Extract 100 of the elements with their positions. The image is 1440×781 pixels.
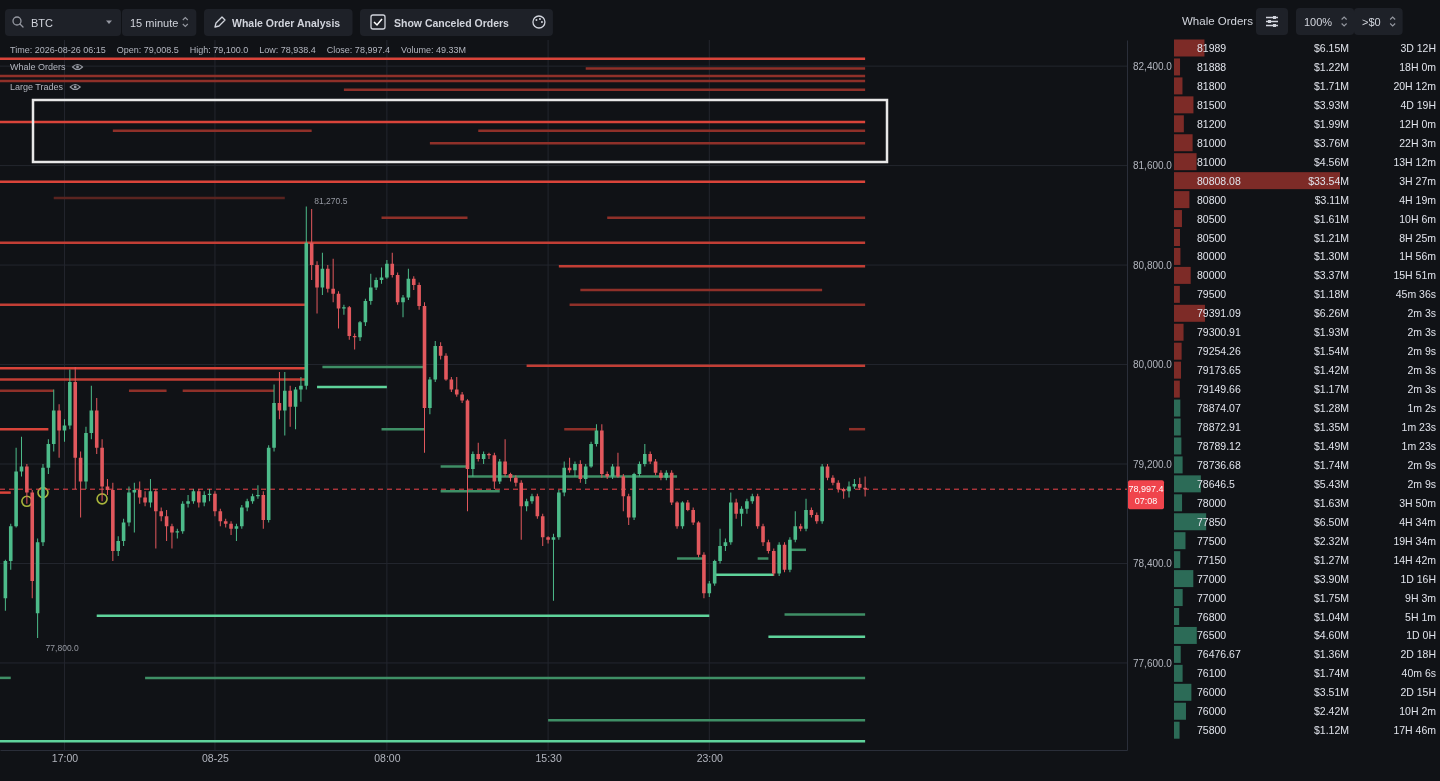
text: >$0 [1362, 15, 1381, 28]
y-tick-label: 81500 [1197, 98, 1227, 111]
data-label: $1.74M [1313, 458, 1349, 471]
bar [1174, 210, 1182, 228]
y-tick-label: 80800 [1197, 193, 1227, 206]
candlestick [245, 498, 249, 512]
data-label: $1.61M [1313, 212, 1349, 225]
y-tick-label: 80000 [1197, 269, 1227, 282]
text: 40m 6s [1401, 667, 1436, 680]
y-tick-label: 81000 [1197, 136, 1227, 149]
bar [1174, 664, 1183, 682]
data-label: $1.28M [1313, 402, 1349, 415]
bar [1174, 645, 1181, 663]
bar [1174, 608, 1180, 625]
y-tick-label: 78789.12 [1197, 439, 1241, 452]
x-tick-label: 08:00 [374, 752, 401, 765]
data-label: $1.71M [1313, 79, 1349, 92]
text: 3D 12H [1400, 42, 1436, 54]
data-label: $3.37M [1313, 269, 1349, 282]
candlestick [583, 464, 588, 484]
y-tick-label: 77150 [1197, 553, 1227, 566]
data-label: $33.54M [1308, 174, 1349, 187]
candlestick [460, 391, 464, 404]
data-label: $1.04M [1313, 610, 1349, 623]
text: 13H 12m [1393, 155, 1437, 168]
data-label: $1.74M [1313, 667, 1349, 680]
chart-title: Whale Orders [1182, 15, 1254, 27]
data-label: $3.90M [1313, 572, 1349, 585]
text: 20H 12m [1393, 79, 1437, 92]
candlestick [154, 488, 158, 549]
data-label: $3.76M [1313, 136, 1349, 149]
data-label: $2.32M [1313, 534, 1349, 547]
candlestick [454, 376, 459, 397]
candlestick [793, 511, 798, 543]
text: 1D 16H [1400, 572, 1436, 585]
data-label: $1.17M [1313, 383, 1349, 396]
y-tick-label: 76476.67 [1197, 648, 1241, 661]
annotation: Large Trades [10, 82, 64, 92]
candlestick [648, 451, 652, 465]
y-tick-label: 76000 [1197, 705, 1227, 718]
text: 9H 3m [1405, 591, 1437, 604]
text: 45m 36s [1395, 288, 1436, 301]
data-label: $1.27M [1313, 553, 1349, 566]
bar [1174, 361, 1182, 379]
y-tick-label: 76000 [1197, 686, 1227, 699]
candlestick [342, 304, 346, 315]
text: 12H 0m [1399, 117, 1437, 130]
text: Whale Order Analysis [232, 16, 341, 29]
y-tick-label: 76800 [1197, 610, 1227, 623]
y-tick-label: 78874.07 [1197, 402, 1241, 415]
x-tick-label: 15:30 [535, 752, 562, 765]
data-label: $2.42M [1313, 705, 1349, 718]
text: 17H 46m [1393, 724, 1437, 737]
text: 2m 3s [1407, 383, 1436, 396]
text: 15 minute [130, 16, 179, 29]
bar [1174, 626, 1197, 644]
annotation: Volume: 49.33M [400, 45, 466, 55]
y-tick-label: 80000 [1197, 250, 1227, 263]
y-tick-label: 79149.66 [1197, 383, 1241, 396]
data-label: $3.51M [1313, 686, 1349, 699]
bar [1174, 323, 1184, 341]
y-tick-label: 75800 [1197, 724, 1227, 737]
y-tick-label: 81888 [1197, 60, 1227, 73]
bar [1174, 399, 1181, 417]
data-label: $6.15M [1313, 42, 1349, 54]
text: 2m 3s [1407, 364, 1436, 377]
candlestick [282, 372, 287, 436]
text: BTC [31, 16, 54, 29]
data-label: $1.93M [1313, 326, 1349, 339]
bar [1174, 551, 1181, 569]
candlestick [804, 498, 808, 532]
data-label: $1.42M [1313, 364, 1349, 377]
candlestick [256, 485, 260, 499]
text: 2m 3s [1407, 307, 1436, 320]
annotation: 81,270.5 [314, 195, 348, 206]
y-tick-label: 81800 [1197, 79, 1227, 92]
bar [1174, 96, 1194, 114]
bar [1174, 494, 1183, 512]
y-tick-label: 77,600.0 [1133, 657, 1173, 669]
text: 2m 3s [1407, 326, 1436, 339]
bar [1174, 589, 1183, 607]
text: 4D 19H [1400, 98, 1436, 111]
bar [1174, 247, 1181, 265]
text: 2m 9s [1407, 345, 1436, 358]
text: 100% [1304, 15, 1333, 28]
candlestick [25, 464, 29, 504]
candlestick [352, 333, 357, 350]
annotation: 77,800.0 [45, 643, 79, 654]
candlestick [546, 536, 550, 544]
data-label: $3.11M [1314, 193, 1349, 206]
text: 5H 1m [1405, 610, 1437, 623]
y-tick-label: 80500 [1197, 212, 1227, 225]
y-tick-label: 78646.5 [1197, 477, 1236, 490]
text: 1m 23s [1401, 421, 1436, 433]
data-label: $1.35M [1313, 421, 1349, 433]
x-tick-label: 08-25 [202, 752, 230, 765]
bar [1174, 532, 1186, 550]
y-tick-label: 76100 [1197, 667, 1227, 680]
candlestick [132, 482, 137, 533]
candlestick [514, 475, 518, 487]
